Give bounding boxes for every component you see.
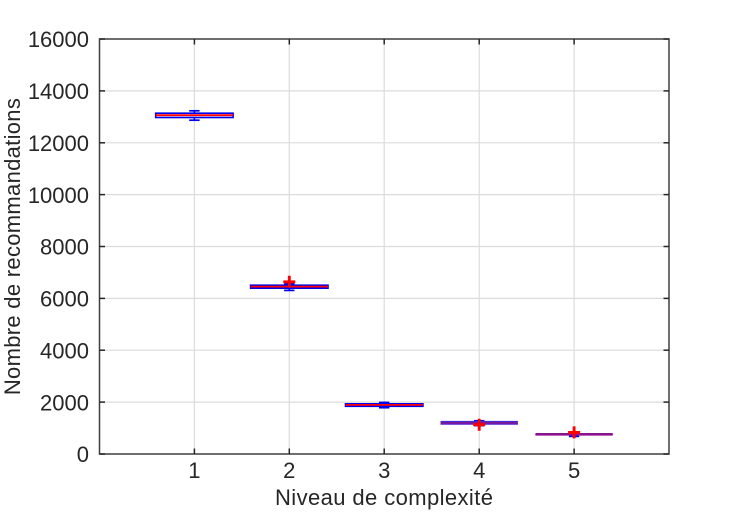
svg-text:3: 3 [378, 458, 390, 483]
svg-text:2: 2 [283, 458, 295, 483]
svg-text:Niveau de complexité: Niveau de complexité [275, 485, 493, 510]
svg-text:6000: 6000 [40, 287, 89, 312]
svg-text:4000: 4000 [40, 338, 89, 363]
svg-text:4: 4 [473, 458, 485, 483]
svg-text:12000: 12000 [28, 131, 89, 156]
svg-text:14000: 14000 [28, 79, 89, 104]
svg-text:Nombre de recommandations: Nombre de recommandations [0, 98, 25, 395]
svg-text:2000: 2000 [40, 390, 89, 415]
svg-text:10000: 10000 [28, 183, 89, 208]
svg-text:8000: 8000 [40, 235, 89, 260]
svg-text:16000: 16000 [28, 27, 89, 52]
svg-text:5: 5 [568, 458, 580, 483]
svg-text:0: 0 [77, 442, 89, 467]
svg-text:1: 1 [188, 458, 200, 483]
